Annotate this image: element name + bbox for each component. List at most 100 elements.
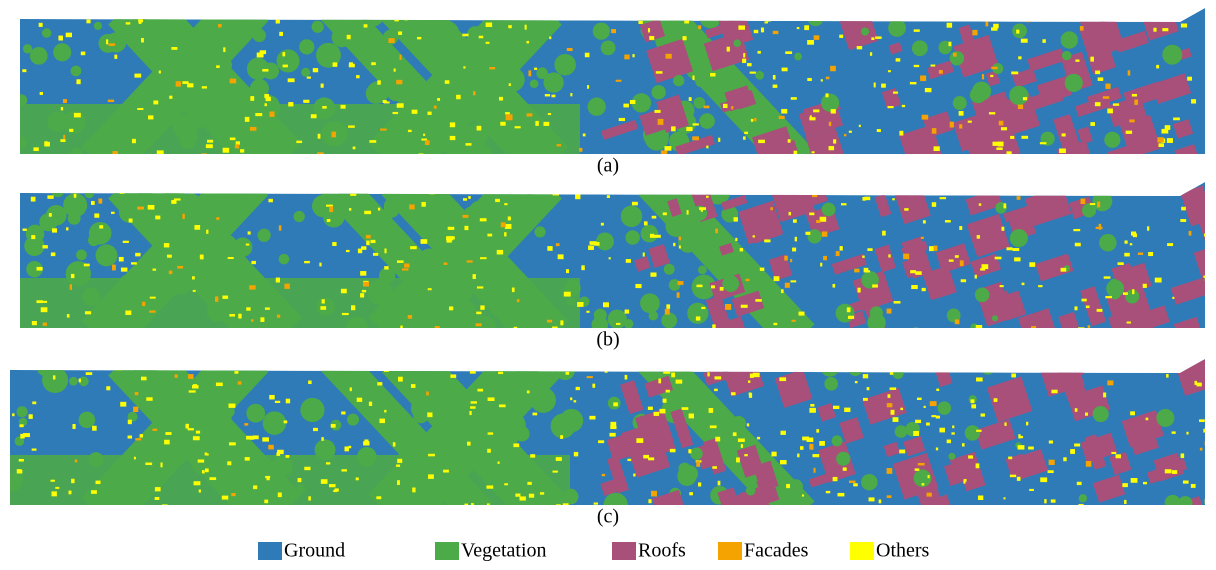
tree [821, 359, 839, 377]
others-point [574, 400, 577, 402]
others-point [915, 468, 920, 470]
tree [315, 439, 336, 460]
others-point [882, 231, 886, 236]
others-point [1122, 483, 1127, 487]
others-point [1013, 248, 1020, 251]
others-point [1166, 374, 1168, 378]
others-point [397, 103, 404, 107]
others-point [696, 316, 700, 320]
others-point [222, 496, 228, 500]
facade-point [991, 67, 997, 70]
others-point [1078, 504, 1083, 507]
others-point [464, 226, 468, 230]
others-point [844, 408, 850, 412]
tree [695, 76, 706, 87]
others-point [198, 459, 204, 462]
others-point [807, 438, 814, 442]
others-point [749, 393, 752, 398]
others-point [833, 139, 836, 143]
others-point [393, 112, 399, 114]
others-point [477, 286, 483, 288]
panel-label: (b) [596, 329, 619, 351]
others-point [44, 141, 47, 145]
others-point [1199, 419, 1205, 422]
facade-point [216, 217, 219, 220]
others-point [456, 95, 461, 99]
others-point [311, 114, 317, 118]
tree [387, 84, 404, 101]
tree [231, 139, 257, 165]
others-point [1173, 118, 1180, 121]
others-point [120, 402, 126, 407]
others-point [477, 126, 482, 131]
others-point [394, 68, 396, 71]
others-point [566, 372, 570, 375]
others-point [364, 211, 371, 214]
facade-point [602, 474, 605, 476]
facade-point [380, 129, 387, 131]
tree [511, 135, 520, 144]
others-point [862, 197, 865, 201]
others-point [153, 269, 157, 271]
others-point [1130, 411, 1135, 415]
facade-point [444, 262, 448, 264]
facade-point [587, 376, 593, 378]
tree [1009, 86, 1028, 105]
others-point [552, 327, 558, 330]
tree [118, 274, 140, 296]
others-point [1040, 477, 1047, 482]
others-point [724, 16, 727, 21]
others-point [682, 407, 689, 410]
others-point [155, 216, 160, 220]
others-point [450, 122, 455, 127]
others-point [592, 384, 595, 388]
others-point [843, 467, 847, 470]
others-point [223, 148, 229, 153]
others-point [659, 409, 665, 414]
others-point [358, 249, 362, 254]
tree [42, 28, 51, 37]
others-point [955, 255, 959, 258]
others-point [924, 406, 926, 408]
others-point [939, 428, 945, 433]
facade-point [986, 21, 989, 26]
others-point [486, 22, 492, 27]
others-point [910, 82, 917, 84]
others-point [74, 113, 81, 118]
tree [68, 212, 81, 225]
others-point [676, 380, 683, 384]
others-point [609, 433, 615, 437]
others-point [206, 230, 208, 234]
others-point [1077, 482, 1082, 485]
others-point [1172, 431, 1176, 433]
others-point [527, 390, 530, 393]
others-point [260, 317, 264, 322]
others-point [377, 382, 382, 385]
others-point [881, 84, 886, 88]
others-point [855, 381, 858, 383]
others-point [633, 474, 635, 477]
others-point [632, 202, 638, 206]
tree [242, 11, 250, 19]
others-point [657, 14, 661, 19]
others-point [893, 417, 899, 422]
others-point [1010, 136, 1014, 139]
others-point [699, 207, 706, 210]
others-point [408, 130, 412, 132]
others-point [1194, 381, 1197, 385]
others-point [805, 232, 810, 235]
others-point [1075, 243, 1081, 247]
others-point [1103, 393, 1106, 398]
others-point [119, 257, 124, 262]
others-point [556, 504, 561, 507]
others-point [384, 266, 388, 269]
others-point [738, 438, 745, 441]
others-point [1131, 478, 1138, 483]
others-point [319, 263, 321, 267]
others-point [797, 454, 799, 458]
others-point [228, 257, 234, 259]
others-point [890, 370, 893, 375]
tree [204, 366, 222, 384]
others-point [894, 301, 901, 304]
others-point [560, 320, 563, 325]
